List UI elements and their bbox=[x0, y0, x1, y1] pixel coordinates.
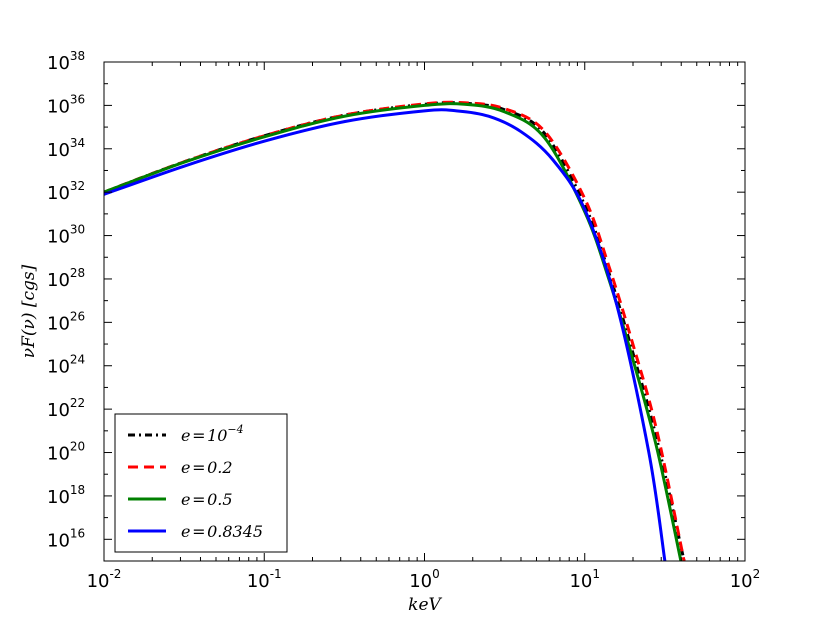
y-tick-label: 1020 bbox=[47, 440, 85, 465]
y-tick-label: 1034 bbox=[47, 136, 85, 161]
legend-box bbox=[114, 413, 288, 553]
x-tick-label: 10-1 bbox=[247, 567, 282, 592]
y-tick-label: 1028 bbox=[47, 266, 85, 291]
series-layer bbox=[104, 100, 686, 561]
y-tick-label: 1036 bbox=[47, 92, 85, 117]
y-tick-label: 1026 bbox=[47, 309, 85, 334]
series-line-3 bbox=[104, 102, 683, 561]
legend-label-3: e = 0.5 bbox=[181, 490, 233, 509]
x-tick-label: 102 bbox=[730, 567, 761, 592]
legend: e = 10−4e = 0.2e = 0.5e = 0.8345 bbox=[114, 413, 288, 553]
y-tick-label: 1018 bbox=[47, 483, 85, 508]
x-axis-label: keV bbox=[408, 595, 442, 615]
y-axis-label: νF(ν) [cgs] bbox=[19, 264, 39, 358]
legend-label-4: e = 0.8345 bbox=[181, 522, 263, 541]
legend-label-2: e = 0.2 bbox=[181, 458, 233, 477]
plot-frame bbox=[103, 61, 746, 562]
y-tick-label: 1016 bbox=[47, 526, 85, 551]
y-tick-label: 1038 bbox=[47, 49, 85, 74]
x-tick-label: 10-2 bbox=[87, 567, 122, 592]
x-tick-label: 100 bbox=[409, 567, 440, 592]
x-tick-label: 101 bbox=[569, 567, 600, 592]
series-line-4 bbox=[104, 108, 667, 561]
y-tick-label: 1032 bbox=[47, 179, 85, 204]
y-tick-label: 1022 bbox=[47, 396, 85, 421]
y-tick-label: 1030 bbox=[47, 223, 85, 248]
y-tick-label: 1024 bbox=[47, 353, 85, 378]
